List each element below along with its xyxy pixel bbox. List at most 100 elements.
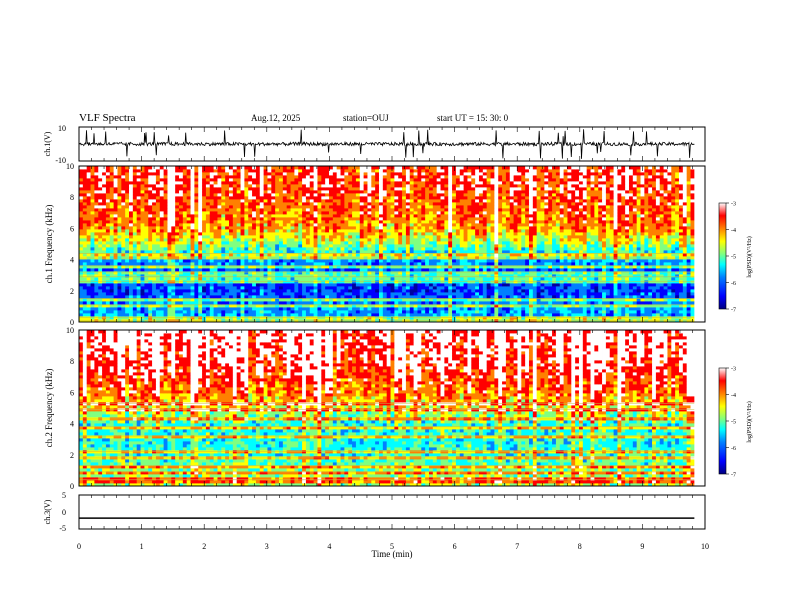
spectrogram-cell xyxy=(602,238,607,242)
spectrogram-cell xyxy=(590,253,595,257)
spectrogram-cell xyxy=(425,238,430,242)
spectrogram-cell xyxy=(140,310,145,314)
spectrogram-cell xyxy=(544,265,549,269)
spectrogram-cell xyxy=(328,289,334,293)
spectrogram-cell xyxy=(482,247,488,251)
spectrogram-cell xyxy=(152,301,157,305)
spectrogram-cell xyxy=(378,313,384,317)
spectrogram-cell xyxy=(567,235,572,239)
spectrogram-cell xyxy=(113,262,118,266)
spectrogram-cell xyxy=(671,301,676,305)
spectrogram-cell xyxy=(190,310,195,314)
spectrogram-cell xyxy=(625,286,630,290)
spectrogram-cell xyxy=(432,271,438,275)
spectrogram-cell xyxy=(348,259,353,263)
spectrogram-cell xyxy=(352,295,357,299)
spectrogram-cell xyxy=(302,268,307,272)
spectrogram-cell xyxy=(502,253,507,257)
spectrogram-cell xyxy=(263,238,268,242)
spectrogram-cell xyxy=(82,298,88,302)
spectrogram-cell xyxy=(617,301,622,305)
spectrogram-cell xyxy=(471,289,476,293)
spectrogram-cell xyxy=(667,295,672,299)
spectrogram-cell xyxy=(82,307,88,311)
spectrogram-cell xyxy=(213,274,218,278)
spectrogram-cell xyxy=(575,238,580,242)
spectrogram-cell xyxy=(478,274,484,278)
spectrogram-cell xyxy=(352,304,357,308)
spectrogram-cell xyxy=(467,235,472,239)
spectrogram-cell xyxy=(309,232,315,236)
spectrogram-cell xyxy=(678,292,684,296)
spectrogram-cell xyxy=(413,265,418,269)
spectrogram-cell xyxy=(486,244,491,248)
spectrogram-cell xyxy=(582,247,588,251)
spectrogram-cell xyxy=(540,244,545,248)
spectrogram-cell xyxy=(305,259,311,263)
spectrogram-cell xyxy=(417,298,422,302)
spectrogram-cell xyxy=(105,292,111,296)
spectrogram-cell xyxy=(340,271,345,275)
spectrogram-cell xyxy=(559,253,564,257)
spectrogram-cell xyxy=(348,289,353,293)
spectrogram-cell xyxy=(655,250,661,254)
spectrogram-cell xyxy=(175,229,180,233)
spectrogram-cell xyxy=(94,238,99,242)
spectrogram-cell xyxy=(94,271,99,275)
spectrogram-cell xyxy=(363,277,368,281)
spectrogram-cell xyxy=(548,253,553,257)
spectrogram-cell xyxy=(425,316,430,320)
spectrogram-cell xyxy=(598,265,603,269)
spectrogram-cell xyxy=(125,289,130,293)
spectrogram-cell xyxy=(355,235,361,239)
spectrogram-cell xyxy=(82,304,88,308)
spectrogram-cell xyxy=(375,292,380,296)
spectrogram-cell xyxy=(521,259,526,263)
spectrogram-cell xyxy=(413,304,418,308)
spectrogram-cell xyxy=(163,274,168,278)
spectrogram-cell xyxy=(348,238,353,242)
spectrogram-cell xyxy=(317,292,322,296)
spectrogram-cell xyxy=(652,283,657,287)
spectrogram-cell xyxy=(417,301,422,305)
spectrogram-cell xyxy=(571,298,576,302)
spectrogram-cell xyxy=(548,262,553,266)
spectrogram-cell xyxy=(678,244,684,248)
spectrogram-cell xyxy=(94,283,99,287)
spectrogram-cell xyxy=(582,250,588,254)
spectrogram-cell xyxy=(513,310,518,314)
spectrogram-cell xyxy=(278,289,284,293)
spectrogram-cell xyxy=(317,253,322,257)
spectrogram-cell xyxy=(405,307,411,311)
spectrogram-cell xyxy=(409,292,414,296)
spectrogram-cell xyxy=(263,310,268,314)
spectrogram-cell xyxy=(425,313,430,317)
spectrogram-cell xyxy=(471,274,476,278)
spectrogram-cell xyxy=(475,277,480,281)
spectrogram-cell xyxy=(586,238,591,242)
spectrogram-cell xyxy=(678,286,684,290)
spectrogram-cell xyxy=(244,316,249,320)
spectrogram-cell xyxy=(167,304,172,308)
spectrogram-cell xyxy=(609,253,614,257)
spectrogram-cell xyxy=(225,283,230,287)
spectrogram-cell xyxy=(386,274,391,278)
spectrogram-cell xyxy=(317,235,322,239)
spectrogram-cell xyxy=(590,307,595,311)
spectrogram-cell xyxy=(471,250,476,254)
spectrogram-cell xyxy=(348,283,353,287)
spectrogram-cell xyxy=(536,295,541,299)
spectrogram-cell xyxy=(640,292,645,296)
spectrogram-cell xyxy=(582,310,588,314)
spectrogram-cell xyxy=(628,262,634,266)
spectrogram-cell xyxy=(648,262,653,266)
spectrogram-cell xyxy=(305,289,311,293)
spectrogram-cell xyxy=(448,304,453,308)
spectrogram-cell xyxy=(109,232,115,236)
spectrogram-cell xyxy=(328,274,334,278)
spectrogram-cell xyxy=(540,301,545,305)
spectrogram-cell xyxy=(594,241,599,245)
spectrogram-cell xyxy=(248,265,253,269)
spectrogram-cell xyxy=(248,304,253,308)
spectrogram-cell xyxy=(98,304,103,308)
